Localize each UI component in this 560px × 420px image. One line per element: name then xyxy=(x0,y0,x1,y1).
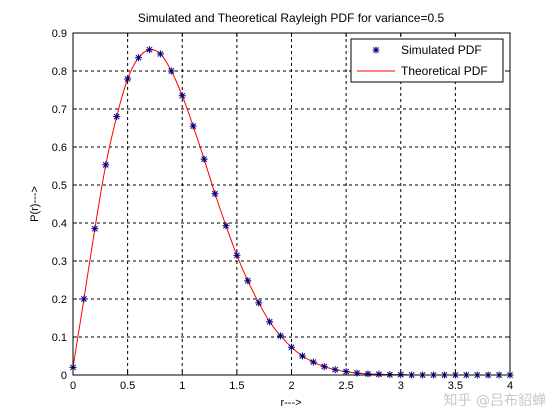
plot-frame xyxy=(72,32,511,376)
x-tick-label: 2.5 xyxy=(338,380,353,392)
simulated-point xyxy=(124,75,132,83)
y-tick-label: 0.1 xyxy=(52,332,67,344)
legend-marker-simulated xyxy=(372,46,380,54)
y-tick-label: 0.3 xyxy=(52,256,67,268)
y-tick-label: 0.9 xyxy=(52,28,67,40)
legend: Simulated PDF Theoretical PDF xyxy=(350,38,504,83)
simulated-point xyxy=(288,343,295,351)
simulated-point xyxy=(298,352,306,360)
x-tick-label: 3 xyxy=(398,380,404,392)
simulated-point xyxy=(102,161,110,169)
y-tick-label: 0 xyxy=(61,370,67,382)
simulated-point xyxy=(189,122,197,130)
simulated-point xyxy=(353,369,361,377)
simulated-point xyxy=(266,318,274,326)
simulated-point xyxy=(156,50,164,58)
y-tick-label: 0.7 xyxy=(52,104,67,116)
y-axis-label: P(r)---> xyxy=(29,186,41,222)
simulated-point xyxy=(309,358,317,366)
simulated-point xyxy=(222,222,230,230)
simulated-point xyxy=(375,370,383,378)
legend-asterisk-icon xyxy=(372,46,380,54)
x-tick-label: 2 xyxy=(288,380,294,392)
x-tick-label: 1.5 xyxy=(229,380,244,392)
y-tick-label: 0.4 xyxy=(52,218,67,230)
simulated-point xyxy=(364,370,372,378)
simulated-point xyxy=(135,54,143,62)
y-tick-label: 0.6 xyxy=(52,142,67,154)
simulated-point xyxy=(178,92,186,100)
y-tick-label: 0.2 xyxy=(52,294,67,306)
chart-title: Simulated and Theoretical Rayleigh PDF f… xyxy=(138,11,445,25)
simulated-point xyxy=(91,225,99,233)
simulated-point xyxy=(277,332,285,340)
x-tick-label: 0.5 xyxy=(120,380,135,392)
watermark-text: 知乎 @吕布貂蝉 xyxy=(443,393,546,409)
legend-label-theoretical: Theoretical PDF xyxy=(401,64,488,78)
legend-box xyxy=(350,38,504,83)
simulated-point xyxy=(244,277,252,285)
simulated-point xyxy=(200,155,208,163)
simulated-point xyxy=(113,113,121,121)
y-tick-label: 0.5 xyxy=(52,180,67,192)
y-tick-label: 0.8 xyxy=(52,66,67,78)
x-tick-label: 0 xyxy=(70,380,76,392)
simulated-point xyxy=(255,299,263,307)
simulated-point xyxy=(320,363,328,371)
simulated-point xyxy=(167,67,175,75)
simulated-point xyxy=(342,368,350,376)
simulated-point xyxy=(80,295,88,303)
simulated-point xyxy=(233,251,241,259)
simulated-point xyxy=(331,366,339,374)
x-tick-label: 4 xyxy=(507,380,513,392)
x-axis-label: r---> xyxy=(280,397,301,409)
x-tick-label: 3.5 xyxy=(448,380,463,392)
legend-label-simulated: Simulated PDF xyxy=(401,43,482,57)
simulated-point xyxy=(211,190,219,198)
simulated-point xyxy=(145,46,153,54)
x-tick-label: 1 xyxy=(179,380,185,392)
